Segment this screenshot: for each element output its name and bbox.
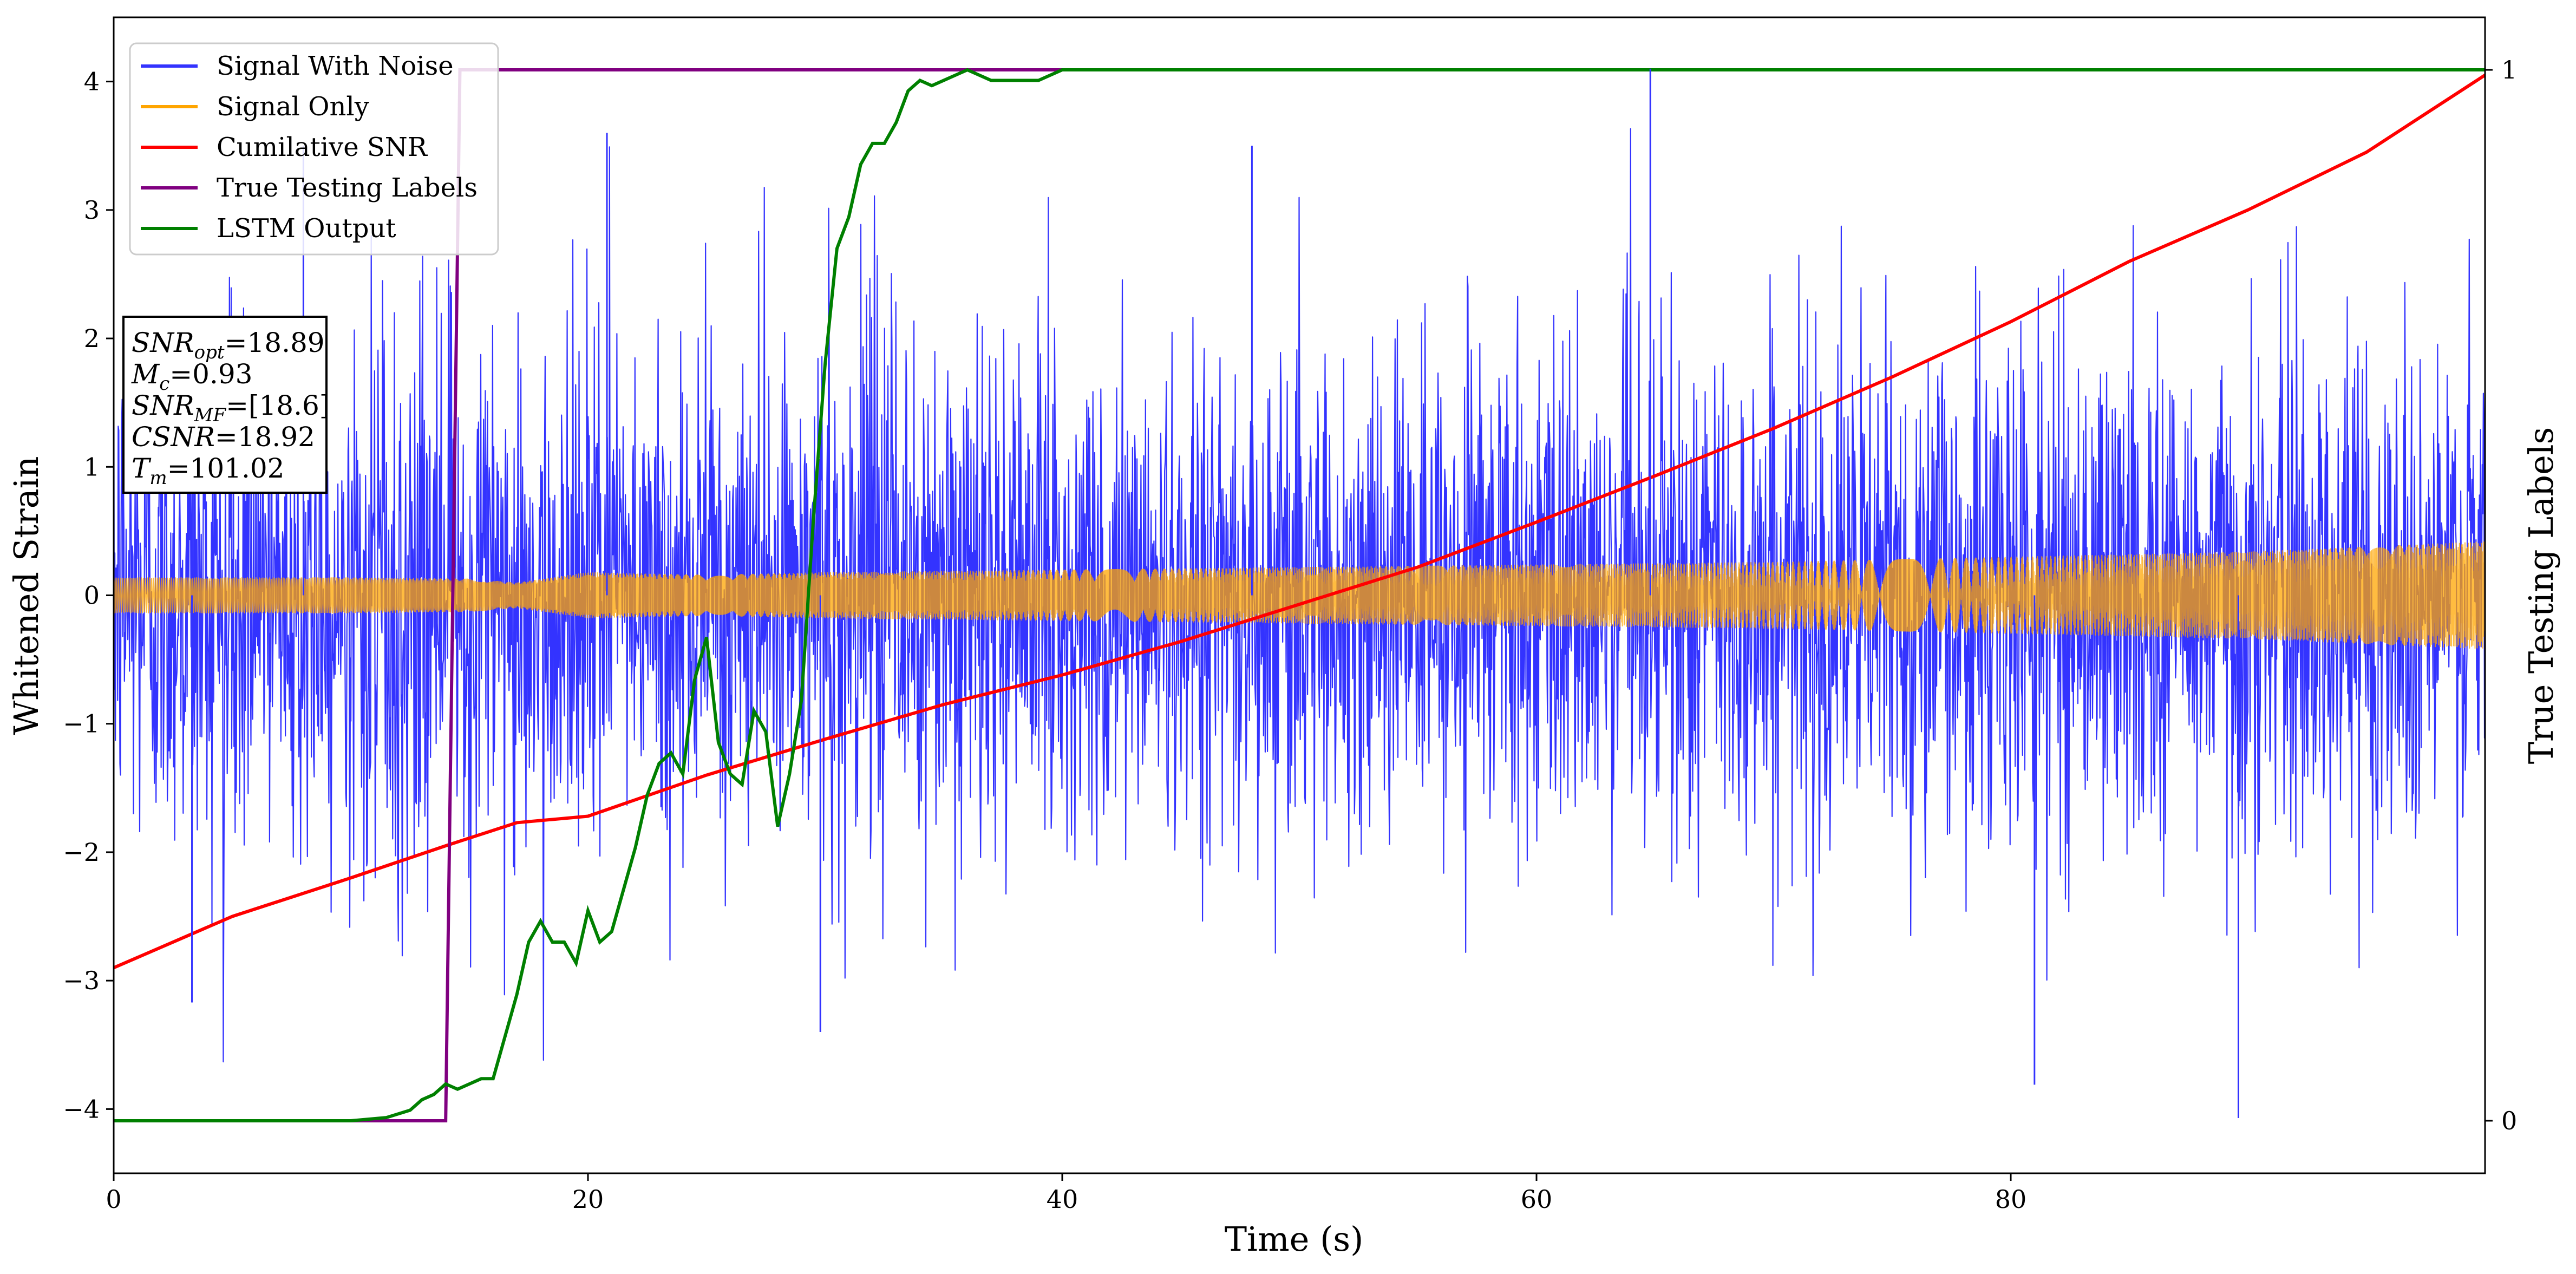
y-tick-label: −1 — [63, 709, 100, 739]
y-tick-label: 1 — [84, 452, 100, 481]
legend-item-signal-with-noise: Signal With Noise — [141, 51, 454, 81]
annotation-mc: Mc=0.93 — [131, 358, 252, 395]
svg-text:Signal With Noise: Signal With Noise — [217, 51, 454, 81]
series-signal-only — [114, 541, 2485, 650]
x-axis-label: Time (s) — [1225, 1219, 1364, 1259]
plot-area — [114, 68, 2485, 1122]
x-tick-label: 60 — [1521, 1185, 1553, 1214]
legend-item-cumulative-snr: Cumilative SNR — [141, 132, 428, 162]
legend: Signal With Noise Signal Only Cumilative… — [129, 42, 499, 256]
y-right-tick-label: 0 — [2501, 1106, 2517, 1135]
y-tick-label: −2 — [63, 838, 100, 867]
y-tick-label: −3 — [63, 966, 100, 995]
x-tick-label: 20 — [572, 1185, 604, 1214]
legend-item-lstm-output: LSTM Output — [141, 213, 396, 244]
annotation-box: SNRopt=18.89 Mc=0.93 SNRMF=[18.6] CSNR=1… — [122, 316, 330, 494]
y-tick-label: −4 — [63, 1094, 100, 1123]
y-tick-label: 2 — [84, 324, 100, 353]
annotation-snr-mf: SNRMF=[18.6] — [132, 390, 330, 426]
legend-item-true-testing-labels: True Testing Labels — [141, 173, 478, 203]
annotation-tm: Tm=101.02 — [132, 453, 284, 489]
y-axis-right-ticks: 01 — [2485, 55, 2517, 1135]
svg-text:LSTM Output: LSTM Output — [217, 213, 396, 244]
y-tick-label: 4 — [84, 67, 100, 96]
x-tick-label: 40 — [1047, 1185, 1078, 1214]
series-cumulative-snr — [114, 74, 2485, 970]
annotation-csnr: CSNR=18.92 — [132, 421, 315, 453]
annotation-frame — [122, 316, 328, 494]
y-tick-label: 0 — [84, 581, 100, 610]
x-tick-label: 80 — [1995, 1185, 2027, 1214]
y-right-tick-label: 1 — [2501, 55, 2517, 84]
y-tick-label: 3 — [84, 195, 100, 225]
annotation-snr-opt: SNRopt=18.89 — [132, 327, 325, 363]
svg-text:Cumilative SNR: Cumilative SNR — [217, 132, 428, 162]
y-axis-left-label: Whitened Strain — [6, 456, 46, 735]
y-axis-left-ticks: −4 −3 −2 −1 0 1 2 3 4 — [63, 67, 114, 1123]
x-axis-ticks: 0 20 40 60 80 — [106, 1173, 2026, 1214]
series-lstm-output — [114, 68, 2485, 1122]
legend-frame — [129, 42, 499, 256]
x-tick-label: 0 — [106, 1185, 121, 1214]
svg-text:True Testing Labels: True Testing Labels — [217, 173, 478, 203]
svg-text:Signal Only: Signal Only — [217, 92, 369, 122]
legend-item-signal-only: Signal Only — [141, 92, 369, 122]
y-axis-right-label: True Testing Labels — [2521, 427, 2561, 765]
